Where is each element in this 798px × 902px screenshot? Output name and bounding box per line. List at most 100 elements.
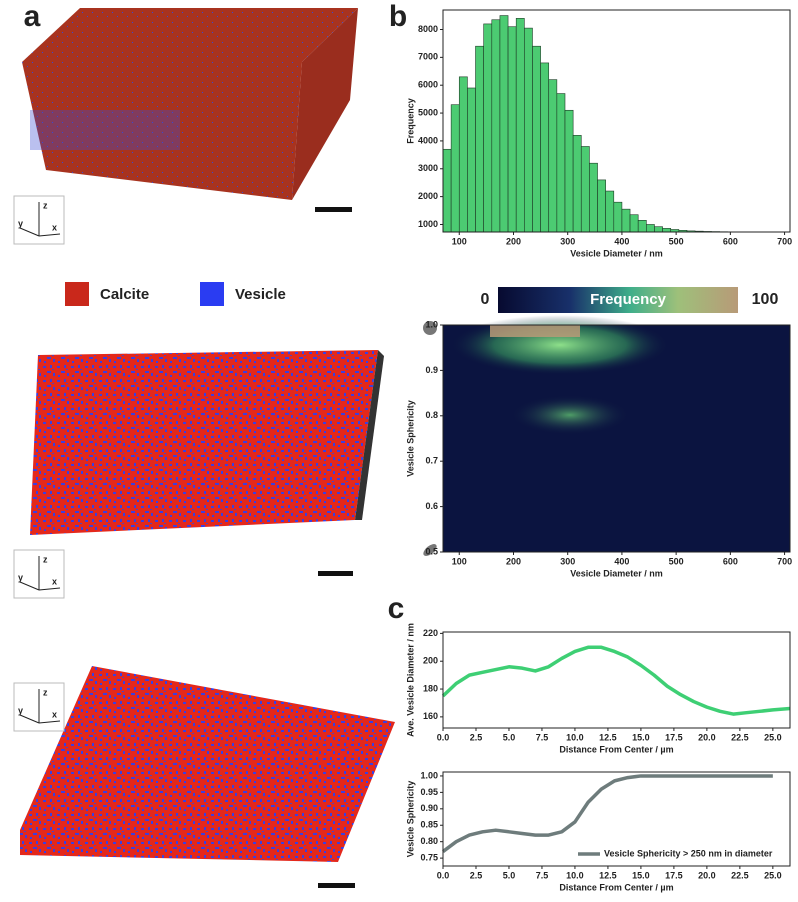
y-axis-label: Vesicle Sphericity: [405, 400, 415, 477]
bar: [450, 104, 460, 233]
y-tick-label: 0.9: [425, 365, 438, 375]
heatmap-hotspot: [450, 315, 670, 375]
slice-edge: [355, 350, 384, 520]
x-tick-label: 2.5: [470, 732, 483, 742]
block-top: [22, 8, 358, 62]
y-tick-label: 0.6: [425, 501, 438, 511]
triad-letter: x: [52, 709, 57, 719]
ellipsoid-icon: [423, 544, 437, 556]
triad-letter: y: [18, 218, 23, 228]
x-tick-label: 300: [560, 236, 575, 246]
triad-letter: x: [52, 222, 57, 232]
bar: [629, 214, 639, 233]
x-tick-label: 15.0: [632, 870, 650, 880]
bar: [605, 190, 615, 233]
bar: [467, 87, 476, 233]
x-axis-label: Vesicle Diameter / nm: [570, 248, 663, 258]
y-tick-label: 160: [423, 711, 438, 721]
x-tick-label: 20.0: [698, 732, 716, 742]
y-tick-label: 0.80: [420, 836, 438, 846]
colorbar-label: Frequency: [590, 291, 667, 308]
x-tick-label: 20.0: [698, 870, 716, 880]
y-tick-label: 0.8: [425, 410, 438, 420]
bar: [458, 76, 468, 233]
x-tick-label: 22.5: [731, 732, 749, 742]
triad-axis: [38, 720, 61, 724]
y-tick-label: 0.75: [420, 852, 438, 862]
bar: [442, 148, 452, 233]
y-tick-label: 2000: [418, 191, 438, 201]
x-tick-label: 7.5: [536, 732, 549, 742]
block-side: [292, 8, 358, 200]
plot-frame: [442, 9, 791, 233]
x-tick-label: 12.5: [599, 732, 617, 742]
bar: [589, 162, 598, 233]
x-tick-label: 12.5: [599, 870, 617, 880]
slice-middle: [30, 350, 378, 535]
x-tick-label: 700: [777, 556, 792, 566]
bar: [556, 93, 566, 233]
y-axis-label: Frequency: [405, 98, 415, 144]
x-tick-label: 7.5: [536, 870, 549, 880]
bar: [515, 18, 525, 233]
x-tick-label: 22.5: [731, 870, 749, 880]
y-tick-label: 200: [423, 656, 438, 666]
bar: [654, 226, 663, 233]
x-tick-label: 5.0: [503, 732, 516, 742]
x-tick-label: 25.0: [764, 870, 782, 880]
x-axis-label: Vesicle Diameter / nm: [570, 568, 663, 578]
heatmap-peak: [490, 325, 580, 337]
y-tick-label: 3000: [418, 163, 438, 173]
bar: [621, 208, 631, 233]
bar: [532, 45, 541, 233]
x-tick-label: 100: [452, 236, 467, 246]
y-tick-label: 0.95: [420, 787, 438, 797]
x-tick-label: 17.5: [665, 732, 683, 742]
bar: [597, 179, 606, 233]
y-tick-label: 4000: [418, 135, 438, 145]
vesicle-band: [30, 110, 180, 150]
legend-swatch: [200, 282, 224, 306]
x-axis-label: Distance From Center / µm: [559, 744, 673, 754]
x-tick-label: 25.0: [764, 732, 782, 742]
triad-axis: [38, 587, 61, 591]
triad-letter: z: [43, 687, 48, 697]
triad-axis: [19, 227, 40, 237]
y-tick-label: 0.5: [425, 546, 438, 556]
y-tick-label: 0.90: [420, 803, 438, 813]
y-tick-label: 0.7: [425, 456, 438, 466]
x-tick-label: 10.0: [566, 732, 584, 742]
legend-label: Calcite: [100, 286, 149, 303]
triad-letter: x: [52, 576, 57, 586]
x-tick-label: 100: [452, 556, 467, 566]
bar: [613, 201, 623, 233]
x-tick-label: 0.0: [437, 732, 450, 742]
heatmap-hotspot: [510, 395, 630, 435]
x-tick-label: 600: [723, 236, 738, 246]
triad-box: [13, 195, 65, 245]
bar: [499, 15, 509, 233]
block-front: [22, 62, 302, 200]
scale-bar: [318, 883, 355, 888]
plot-frame: [442, 771, 791, 867]
bar: [540, 62, 550, 233]
sphere-icon: [423, 321, 437, 335]
plot-frame: [442, 324, 791, 553]
bar: [572, 135, 582, 233]
x-tick-label: 15.0: [632, 732, 650, 742]
x-tick-label: 5.0: [503, 870, 516, 880]
y-tick-label: 1000: [418, 219, 438, 229]
panel-label: c: [388, 592, 405, 625]
x-tick-label: 200: [506, 556, 521, 566]
triad-box: [13, 549, 65, 599]
colorbar-min: 0: [481, 291, 490, 308]
y-tick-label: 7000: [418, 52, 438, 62]
y-tick-label: 220: [423, 628, 438, 638]
y-axis-label: Vesicle Sphericity: [405, 781, 415, 858]
x-tick-label: 200: [506, 236, 521, 246]
y-tick-label: 180: [423, 683, 438, 693]
bar: [507, 26, 517, 233]
triad-box: [13, 682, 65, 732]
panel-label: b: [389, 0, 407, 33]
